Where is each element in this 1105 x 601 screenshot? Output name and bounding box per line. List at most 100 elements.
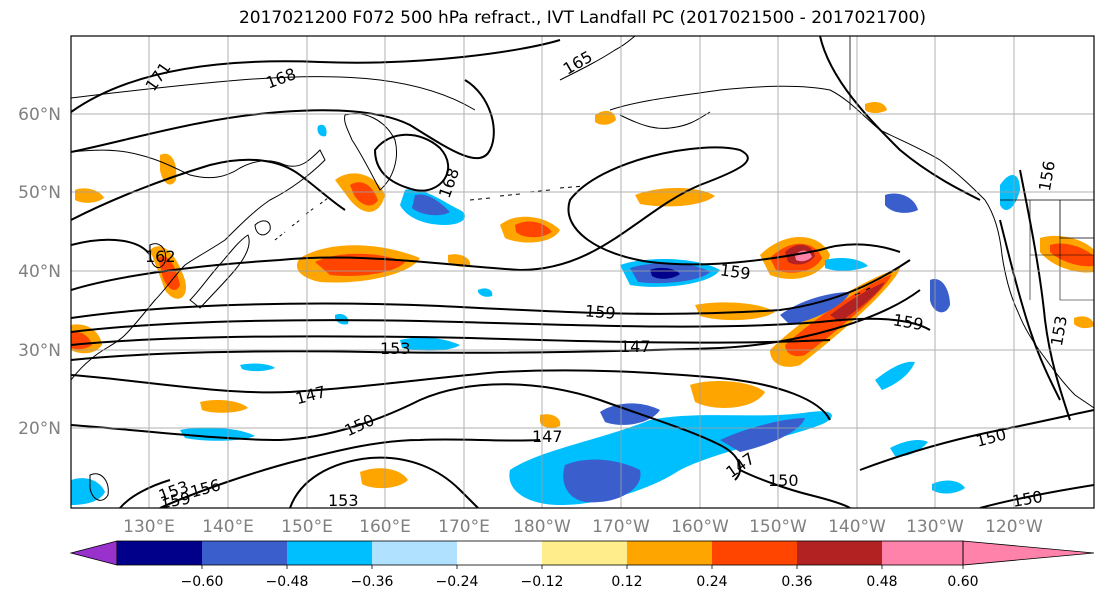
kamchatka-coastline [344, 113, 397, 191]
contour-line [71, 317, 931, 333]
positive-anomaly-patch [350, 182, 378, 206]
colorbar-tick-label: 0.36 [781, 574, 812, 590]
bering-coastline [559, 36, 636, 81]
negative-anomaly-patch [71, 478, 105, 505]
positive-anomaly-patch [690, 380, 765, 408]
negative-anomaly-patch [875, 361, 915, 390]
contour-label: 159 [584, 301, 616, 323]
colorbar-segment [627, 541, 712, 565]
contour-line [859, 409, 1094, 471]
colorbar-tick-label: −0.60 [181, 574, 224, 590]
latitude-label: 30°N [18, 341, 61, 361]
negative-anomaly-patch [317, 124, 327, 137]
contour-line [819, 36, 981, 201]
longitude-label: 140°W [828, 517, 886, 537]
longitude-label: 150°W [749, 517, 807, 537]
negative-anomaly-patch [478, 288, 493, 297]
contour-line [1019, 169, 1071, 421]
asia-coastline [71, 149, 326, 381]
contour-label: 159 [719, 260, 752, 283]
contour-line [71, 289, 921, 361]
longitude-label: 140°E [202, 517, 254, 537]
longitude-label: 170°W [592, 517, 650, 537]
colorbar-segment [797, 541, 882, 565]
positive-anomaly-patch [540, 414, 561, 429]
negative-anomaly-patch [240, 363, 275, 372]
contour-line [979, 484, 1094, 508]
colorbar-tick-label: −0.24 [436, 574, 479, 590]
longitude-label: 150°E [281, 517, 333, 537]
korea-coastline [149, 243, 167, 269]
longitude-label: 130°W [906, 517, 964, 537]
colorbar-segment [202, 541, 287, 565]
contour-line [71, 79, 495, 160]
longitude-label: 130°E [123, 517, 175, 537]
negative-anomaly-patch [885, 193, 918, 213]
contour-line [71, 146, 901, 291]
coastline-layer [71, 36, 1094, 501]
contour-line [999, 219, 1061, 401]
positive-anomaly-patch [360, 468, 408, 489]
colorbar-tick-label: 0.24 [696, 574, 727, 590]
longitude-axis: 130°E 140°E 150°E 160°E 170°E 180°W 170°… [123, 517, 1043, 537]
longitude-label: 180°W [513, 517, 571, 537]
aleutian-islands [469, 185, 586, 201]
philippines-coastline [89, 473, 109, 501]
negative-anomaly-patch [720, 418, 805, 452]
colorbar-min-extension [69, 540, 118, 566]
longitude-label: 160°W [671, 517, 729, 537]
positive-anomaly-patch [695, 302, 775, 321]
longitude-label: 160°E [359, 517, 411, 537]
positive-anomaly-patch [865, 102, 887, 113]
contour-line [289, 456, 479, 508]
negative-anomaly-patch [890, 440, 928, 457]
colorbar-max-extension [962, 540, 1095, 566]
contour-label: 153 [380, 339, 411, 358]
graticule [71, 36, 1094, 508]
contour-line [71, 238, 151, 256]
colorbar-segment [457, 541, 542, 565]
colorbar-tick-label: −0.12 [521, 574, 564, 590]
contour-line [71, 39, 561, 113]
latitude-label: 40°N [18, 262, 61, 282]
colorbar-segment [287, 541, 372, 565]
contour-label: 147 [620, 337, 651, 356]
north-america-coastline [984, 199, 1094, 409]
contour-label: 159 [159, 488, 192, 512]
kuril-islands [274, 197, 329, 241]
contour-line [71, 335, 831, 346]
colorbar-segment [882, 541, 963, 565]
colorbar-segment [372, 541, 457, 565]
colorbar-segment [542, 541, 627, 565]
negative-anomaly-patch [400, 337, 460, 351]
colorbar-tick-label: 0.12 [611, 574, 642, 590]
siberia-coastline [71, 76, 476, 111]
colorbar-ticks [201, 565, 964, 569]
colorbar-tick-label: 0.60 [947, 574, 978, 590]
contour-line [71, 369, 831, 421]
contour-line [739, 469, 851, 508]
colorbar-tick-labels: −0.60 −0.48 −0.36 −0.24 −0.12 0.12 0.24 … [181, 574, 979, 590]
colorbar: −0.60 −0.48 −0.36 −0.24 −0.12 0.12 0.24 … [69, 540, 1095, 590]
positive-anomaly-patch [1074, 316, 1094, 329]
contour-label: 153 [328, 491, 359, 510]
colorbar-frame [116, 540, 964, 566]
negative-anomaly-patch [600, 403, 660, 425]
hokkaido-coastline [254, 220, 271, 236]
latitude-label: 60°N [18, 105, 61, 125]
latitude-label: 20°N [18, 419, 61, 439]
colorbar-segment [712, 541, 797, 565]
latitude-axis: 60°N 50°N 40°N 30°N 20°N [18, 105, 61, 439]
japan-coastline [189, 234, 250, 309]
contour-line [71, 259, 911, 319]
colorbar-tick-label: 0.48 [866, 574, 897, 590]
contour-line [71, 158, 346, 221]
map-frame [70, 35, 1095, 509]
negative-anomaly-patch [412, 194, 450, 216]
positive-anomaly-patch [515, 221, 552, 238]
negative-anomaly-patch [932, 480, 965, 494]
colorbar-tick-label: −0.48 [266, 574, 309, 590]
contour-line [373, 133, 450, 192]
negative-anomaly-patch [780, 292, 850, 325]
